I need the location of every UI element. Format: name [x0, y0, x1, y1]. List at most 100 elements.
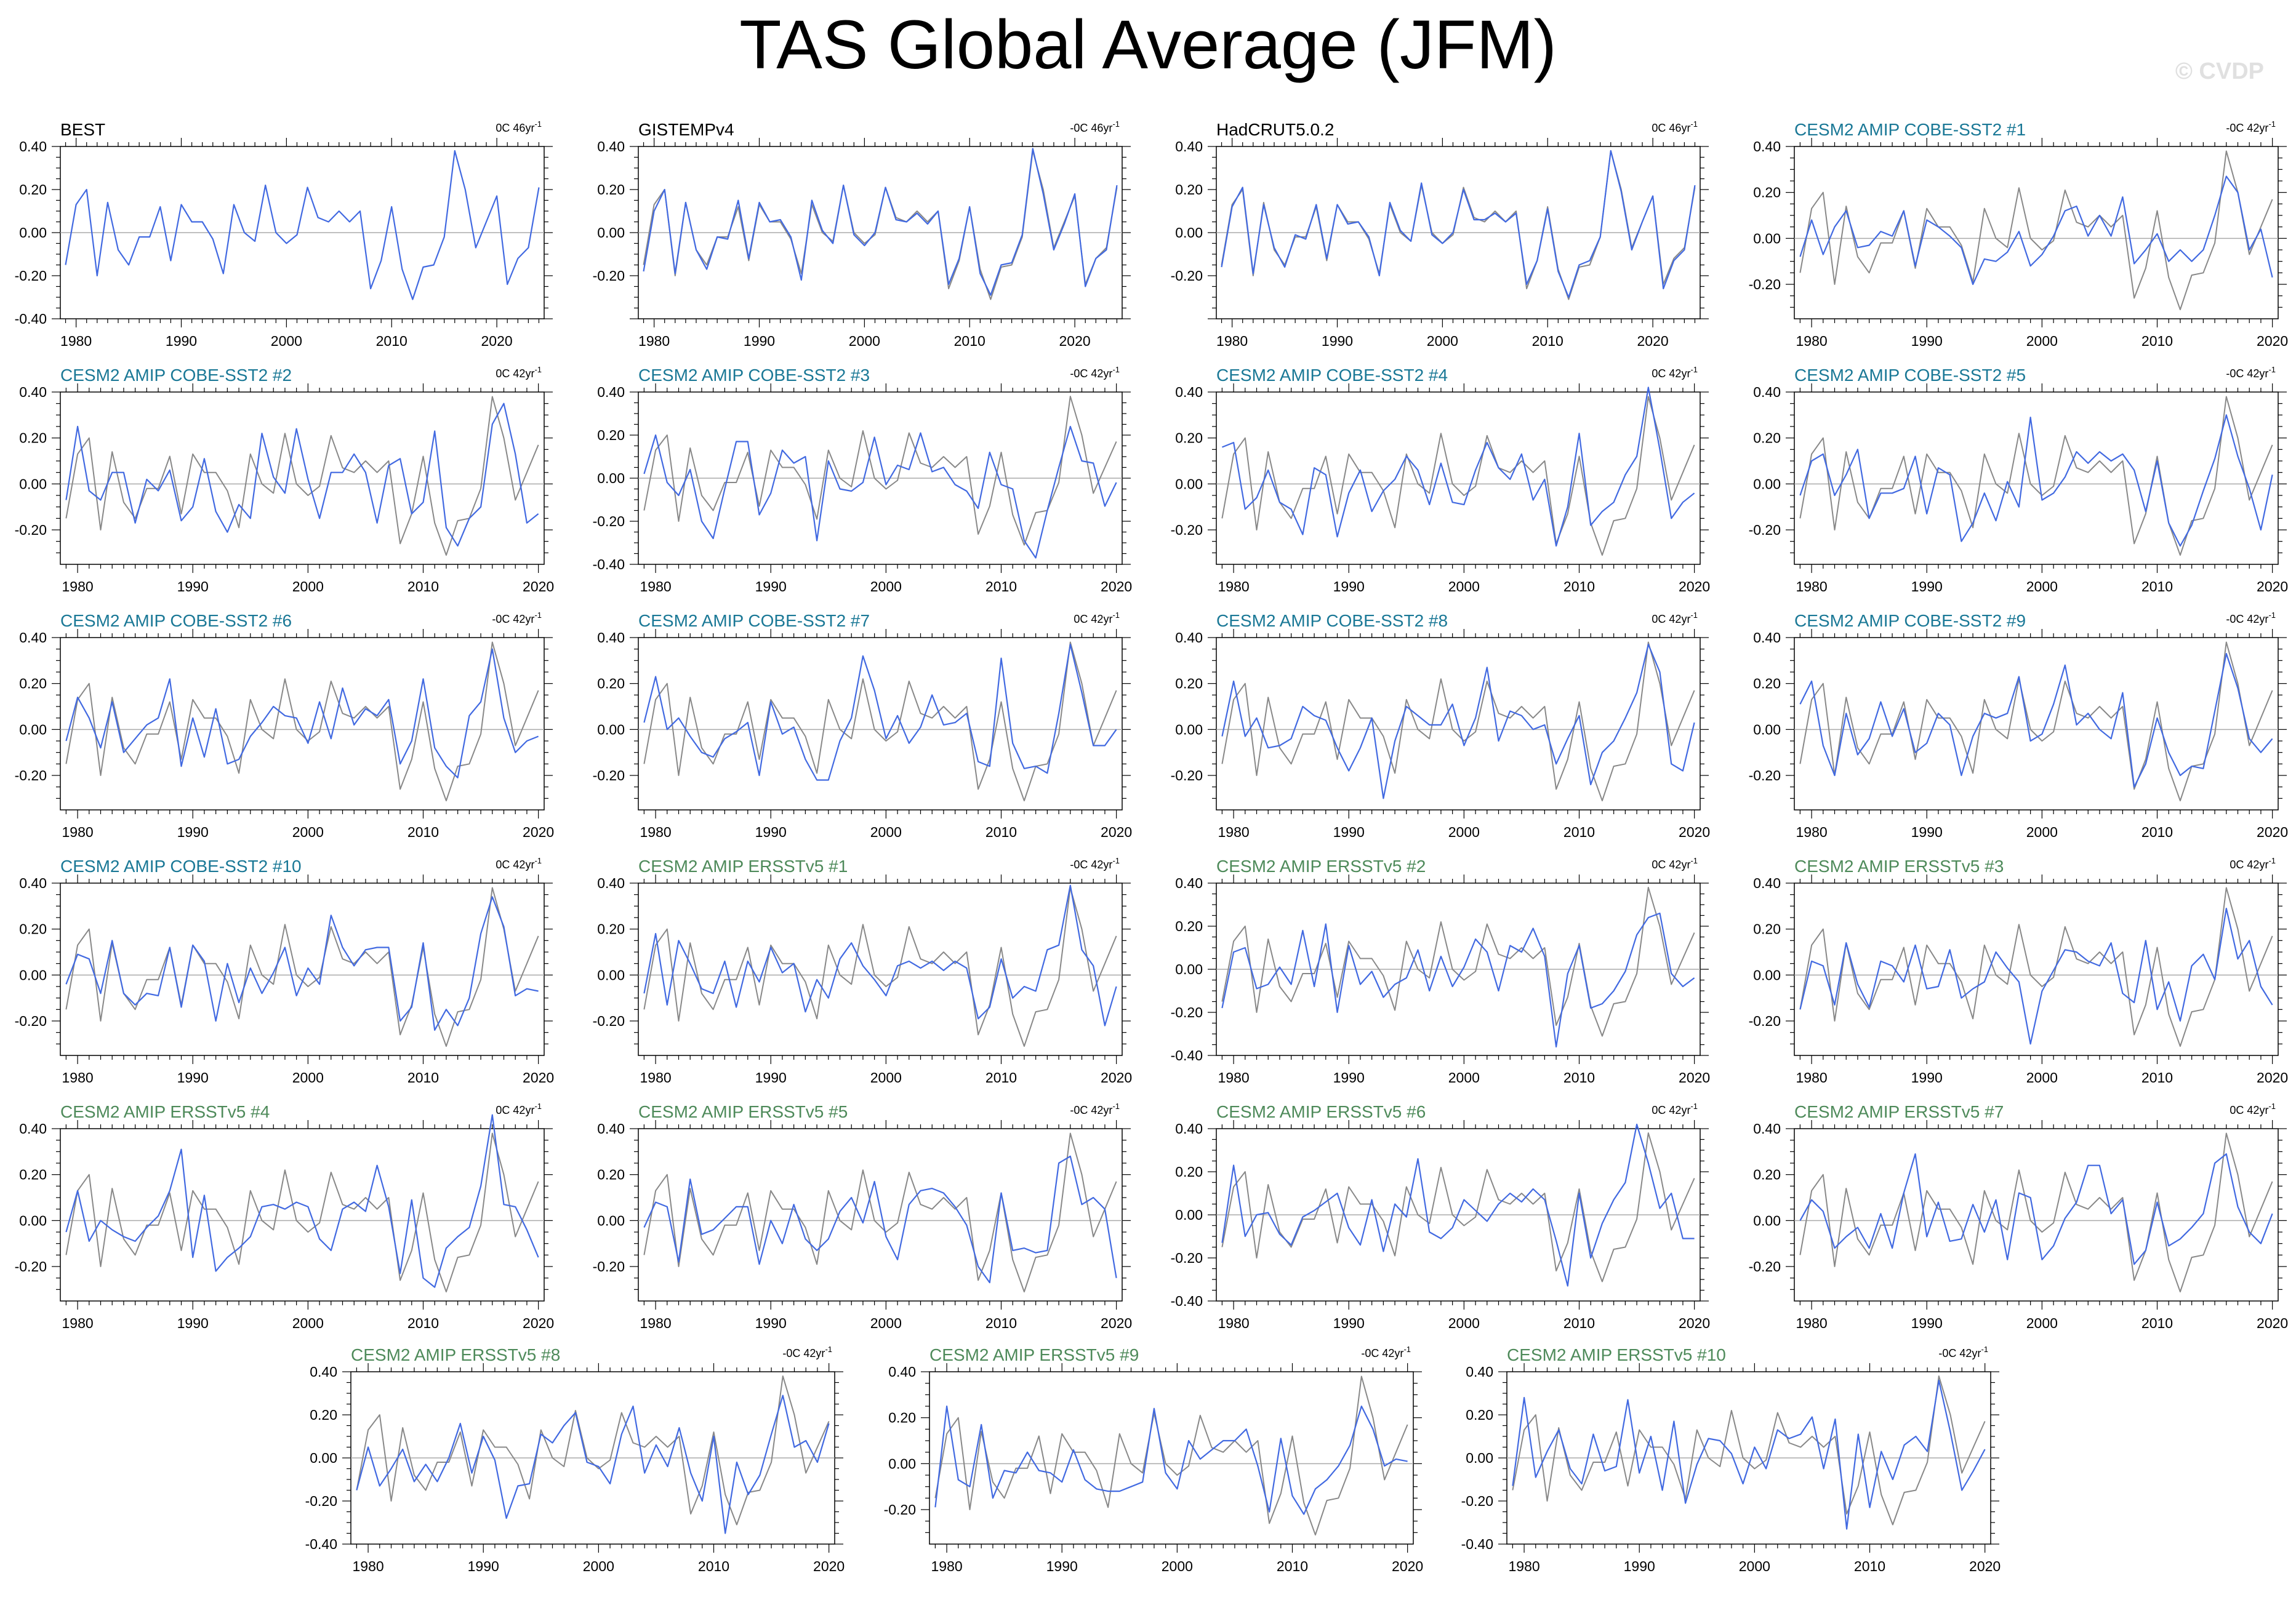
y-tick-label: 0.40 [597, 630, 625, 646]
obs-series-line [643, 641, 1117, 802]
x-tick-label: 2010 [376, 333, 407, 349]
y-tick-label: 0.40 [888, 1364, 916, 1380]
x-tick-label: 2000 [1448, 1315, 1480, 1331]
x-tick-label: 2000 [2026, 1315, 2058, 1331]
y-tick-label: -0.20 [15, 522, 47, 538]
x-tick-label: 1990 [755, 578, 787, 594]
x-tick-label: 1980 [60, 333, 92, 349]
panel-10: 1980 1990 2000 2010 2020 0.40 0.20 0.00 -0.20 CES… [593, 610, 1133, 840]
obs-series-line [1221, 150, 1696, 300]
y-tick-label: 0.40 [1175, 384, 1203, 400]
y-tick-label: 0.20 [19, 676, 47, 692]
plot-frame [60, 1128, 545, 1302]
y-tick-label: 0.00 [19, 225, 47, 241]
panel-23: 1980 1990 2000 2010 2020 0.40 0.20 0.00 -0.20 -0.… [1461, 1345, 2001, 1574]
y-tick-label: 0.00 [1753, 721, 1781, 737]
x-tick-label: 2010 [2141, 1070, 2173, 1086]
y-tick-label: 0.40 [1466, 1364, 1493, 1380]
x-tick-label: 2020 [2257, 333, 2288, 349]
x-tick-label: 2020 [2257, 1315, 2288, 1331]
y-tick-label: 0.20 [19, 1167, 47, 1183]
obs-series-line [1221, 887, 1695, 1037]
obs-series-line [1221, 150, 1696, 298]
y-tick-label: -0.20 [1171, 1250, 1203, 1266]
plot-frame [1794, 883, 2279, 1056]
x-tick-label: 1990 [755, 1315, 787, 1331]
y-tick-label: 0.20 [1753, 1167, 1781, 1183]
x-tick-label: 2020 [1679, 1070, 1710, 1086]
panel-2: 1980 1990 2000 2010 2020 0.40 0.20 0.00 -0.20 GIS… [593, 119, 1131, 349]
trend-label: 0C 42yr-1 [2230, 856, 2276, 871]
y-tick-label: 0.20 [597, 182, 625, 198]
y-tick-label: -0.20 [15, 767, 47, 783]
obs-series-line [643, 396, 1117, 546]
obs-series-line [65, 1132, 539, 1293]
obs-series-line [1221, 641, 1695, 802]
x-tick-label: 1980 [352, 1558, 383, 1574]
model-series-line [934, 1405, 1408, 1515]
plot-frame [60, 637, 545, 811]
obs-series-line [65, 641, 539, 802]
y-tick-label: 0.20 [1753, 676, 1781, 692]
y-tick-label: 0.00 [19, 1212, 47, 1228]
x-tick-label: 2010 [698, 1558, 729, 1574]
x-tick-label: 2010 [407, 1070, 439, 1086]
plot-frame [1794, 391, 2279, 565]
panel-title: CESM2 AMIP ERSSTv5 #2 [1216, 857, 1426, 876]
y-tick-label: 0.20 [597, 921, 625, 937]
x-tick-label: 1990 [1911, 824, 1943, 840]
x-tick-label: 2000 [1162, 1558, 1193, 1574]
x-tick-label: 1980 [1216, 333, 1248, 349]
obs-series-line [65, 150, 540, 300]
x-tick-label: 1990 [177, 1315, 209, 1331]
x-tick-label: 1980 [1218, 1315, 1249, 1331]
x-tick-label: 1990 [1911, 1315, 1943, 1331]
y-tick-label: -0.20 [305, 1493, 337, 1509]
y-tick-label: 0.00 [19, 476, 47, 492]
x-tick-label: 2020 [481, 333, 513, 349]
x-tick-label: 2000 [2026, 578, 2058, 594]
x-tick-label: 1980 [638, 333, 670, 349]
obs-series-line [1799, 396, 2273, 556]
x-tick-label: 1990 [1333, 1315, 1365, 1331]
x-tick-label: 2020 [1101, 578, 1132, 594]
panel-title: CESM2 AMIP COBE-SST2 #4 [1216, 366, 1448, 385]
panel-16: 1980 1990 2000 2010 2020 0.40 0.20 0.00 -0.20 CES… [1749, 856, 2289, 1086]
model-series-line [356, 1395, 830, 1534]
x-tick-label: 1990 [1911, 1070, 1943, 1086]
obs-series-line [356, 1375, 830, 1526]
model-series-line [643, 1155, 1117, 1284]
x-tick-label: 2000 [870, 1315, 902, 1331]
panel-4: 1980 1990 2000 2010 2020 0.40 0.20 0.00 -0.20 CES… [1749, 119, 2289, 349]
y-tick-label: 0.00 [597, 225, 625, 241]
y-tick-label: 0.40 [1753, 630, 1781, 646]
x-tick-label: 2010 [1277, 1558, 1308, 1574]
model-series-line [1221, 386, 1695, 547]
model-series-line [1512, 1379, 1986, 1530]
obs-series-line [1221, 396, 1695, 556]
obs-series-line [1799, 641, 2273, 802]
y-tick-label: 0.40 [1175, 875, 1203, 891]
model-series-line [65, 648, 539, 778]
y-tick-label: 0.40 [19, 384, 47, 400]
y-tick-label: -0.20 [15, 1013, 47, 1029]
x-tick-label: 1980 [1508, 1558, 1539, 1574]
panel-title: CESM2 AMIP ERSSTv5 #10 [1507, 1345, 1726, 1364]
model-series-line [1221, 912, 1695, 1048]
model-series-line [643, 644, 1117, 781]
y-tick-label: 0.40 [1753, 138, 1781, 154]
trend-label: -0C 42yr-1 [1070, 365, 1120, 380]
x-tick-label: 1980 [640, 1070, 671, 1086]
trend-label: -0C 42yr-1 [1070, 1102, 1120, 1116]
x-tick-label: 1990 [1333, 824, 1365, 840]
panel-title: CESM2 AMIP ERSSTv5 #8 [351, 1345, 560, 1364]
x-tick-label: 1990 [1322, 333, 1353, 349]
x-tick-label: 2000 [1448, 1070, 1480, 1086]
trend-label: -0C 42yr-1 [2226, 610, 2276, 625]
obs-series-line [65, 887, 539, 1047]
x-tick-label: 2020 [813, 1558, 845, 1574]
y-tick-label: 0.40 [597, 138, 625, 154]
panel-title: CESM2 AMIP ERSSTv5 #7 [1794, 1102, 2004, 1121]
x-tick-label: 2010 [407, 1315, 439, 1331]
panel-20: 1980 1990 2000 2010 2020 0.40 0.20 0.00 -0.20 CES… [1749, 1102, 2289, 1331]
